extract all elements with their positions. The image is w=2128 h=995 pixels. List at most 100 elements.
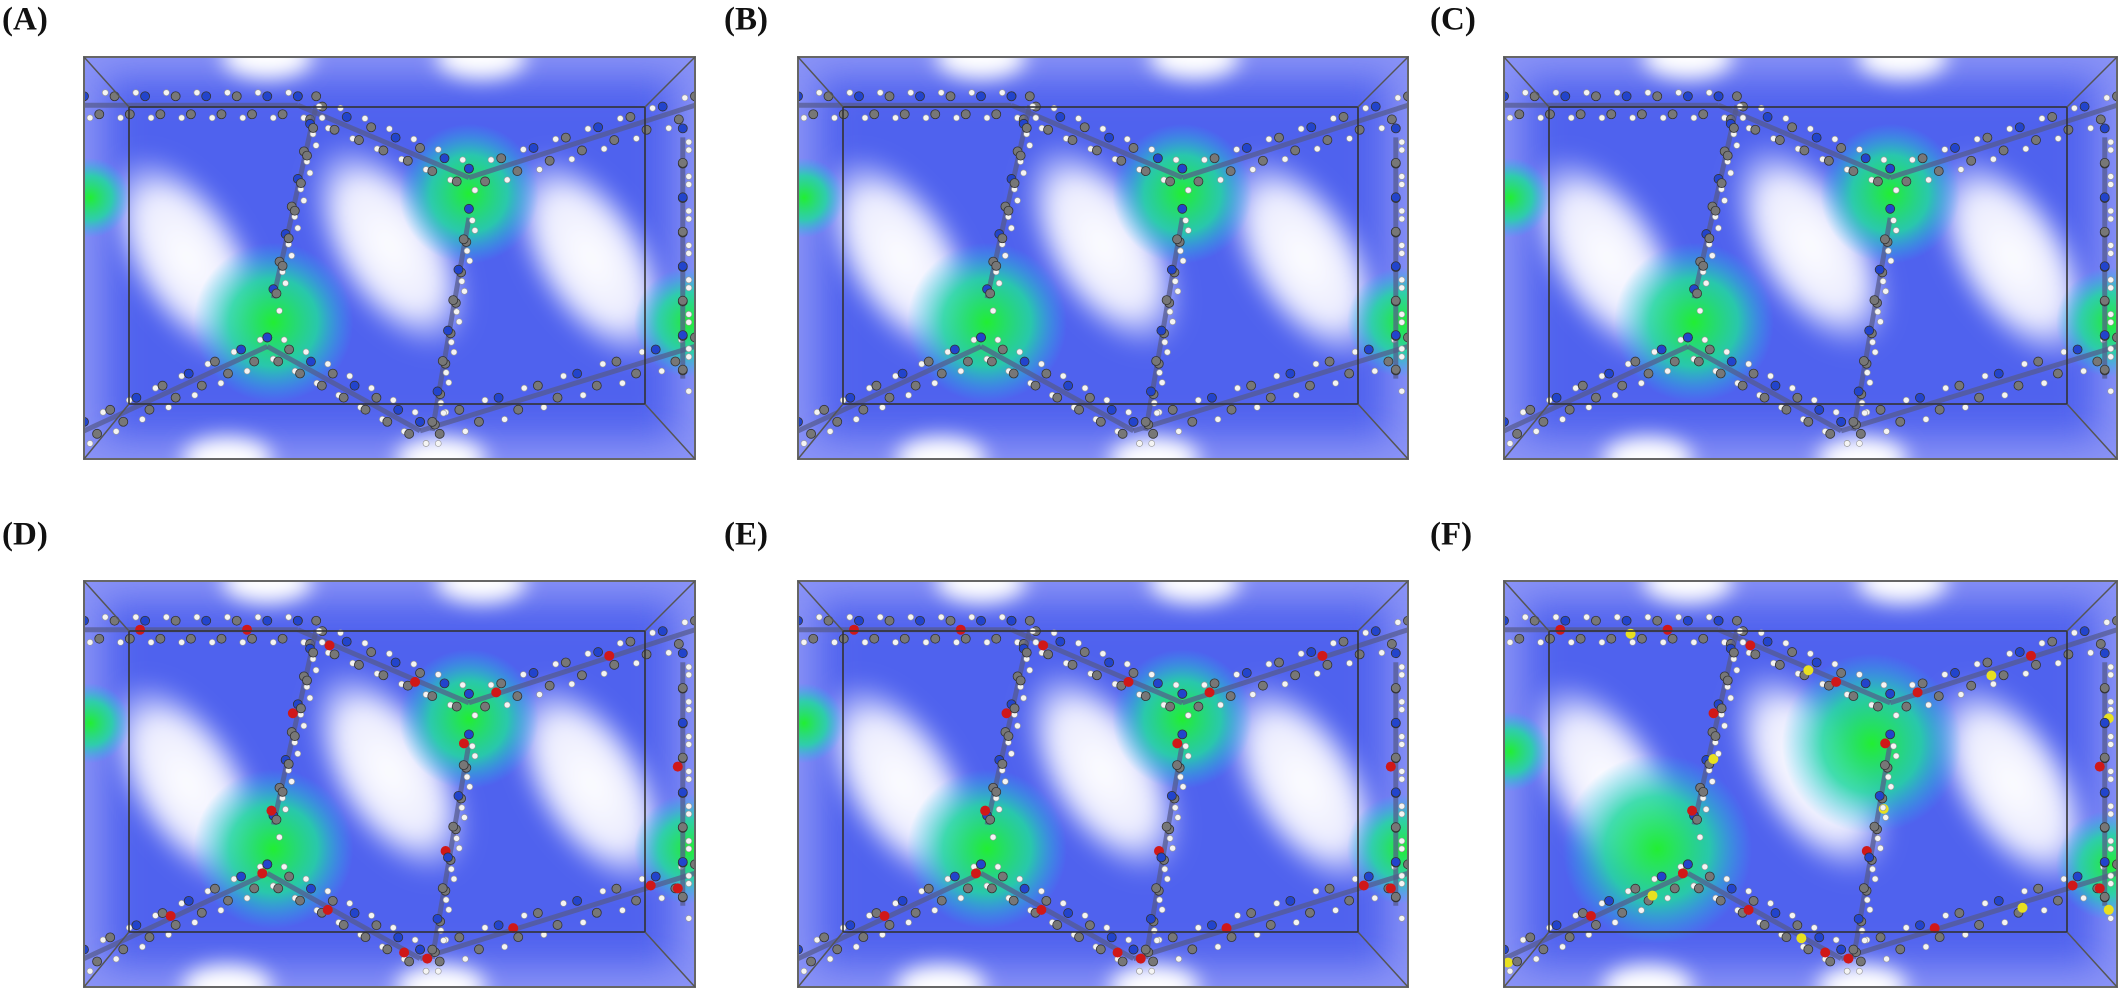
atom [1922,943,1930,951]
atom [1317,650,1328,661]
atom [572,895,583,906]
cell-edge [2066,931,2118,988]
atom [183,368,194,379]
atom [1153,937,1161,944]
atom [349,908,360,918]
atom [1075,639,1082,647]
atom [1909,681,1916,689]
atom [341,636,352,647]
atom [2014,122,2025,133]
atom [1986,670,1997,681]
atom [487,156,495,164]
atom [957,894,965,902]
atom [411,408,419,416]
atom [216,109,227,120]
atom [986,356,997,367]
atom [2107,138,2115,146]
atom [2001,919,2009,926]
atom [1702,279,1710,287]
atom [2021,360,2028,368]
atom [1166,264,1177,275]
atom [1390,157,1401,168]
atom [410,135,418,143]
atom [1966,155,1977,166]
atom [94,633,105,644]
atom [1052,392,1063,403]
atom [1164,875,1171,883]
atom [1796,933,1807,944]
atom [1117,428,1128,439]
atom [152,384,159,392]
atom [1555,624,1566,635]
atom [2040,906,2048,914]
cell-edge [644,931,696,988]
atom [1390,822,1401,833]
atom [1858,399,1866,407]
atom [1759,392,1770,403]
atom [540,403,548,411]
atom [1656,344,1667,355]
atom [294,224,302,232]
atom [1814,404,1825,415]
atom [604,650,615,661]
atom [1306,647,1317,657]
atom [866,912,873,919]
atom [1207,920,1217,931]
atom [437,356,448,366]
atom [681,94,689,102]
atom [1008,895,1019,906]
atom [1140,416,1151,427]
atom [1690,639,1698,646]
atom [393,932,404,943]
atom [1390,648,1401,659]
atom [1002,252,1009,259]
atom [163,613,170,621]
atom [306,169,314,177]
atom [544,680,555,691]
atom [1403,859,1408,870]
atom [1177,203,1188,214]
atom [415,416,425,427]
atom [155,633,166,644]
atom [2040,379,2048,387]
atom [2107,311,2115,318]
atom [306,694,314,702]
atom [1692,814,1702,825]
atom [480,176,490,187]
atom [520,671,527,678]
atom [101,613,109,621]
atom [2022,670,2030,677]
atom [1770,908,1781,918]
atom [1233,146,1240,153]
atom [1613,89,1621,96]
atom [204,887,212,895]
atom [658,367,666,375]
atom [1950,668,1960,678]
atom [1895,944,1906,955]
atom [294,750,302,757]
atom [471,186,479,194]
atom [1249,166,1257,173]
atom [302,675,312,686]
atom [1177,773,1184,781]
atom [1892,712,1900,719]
atom [1874,835,1882,842]
atom [262,91,273,102]
atom [1727,169,1734,177]
atom [1698,109,1709,120]
framework-bond [1686,871,1843,961]
atom [2099,857,2110,867]
atom [474,416,484,427]
atom [698,639,704,645]
atom [496,153,507,164]
atom [224,89,231,96]
atom [997,871,1008,882]
atom [520,146,527,153]
atom [382,416,393,427]
atom [681,619,689,626]
atom [178,114,185,122]
atom [86,639,94,646]
atom [1165,701,1176,712]
atom [685,181,693,188]
atom [960,109,971,120]
